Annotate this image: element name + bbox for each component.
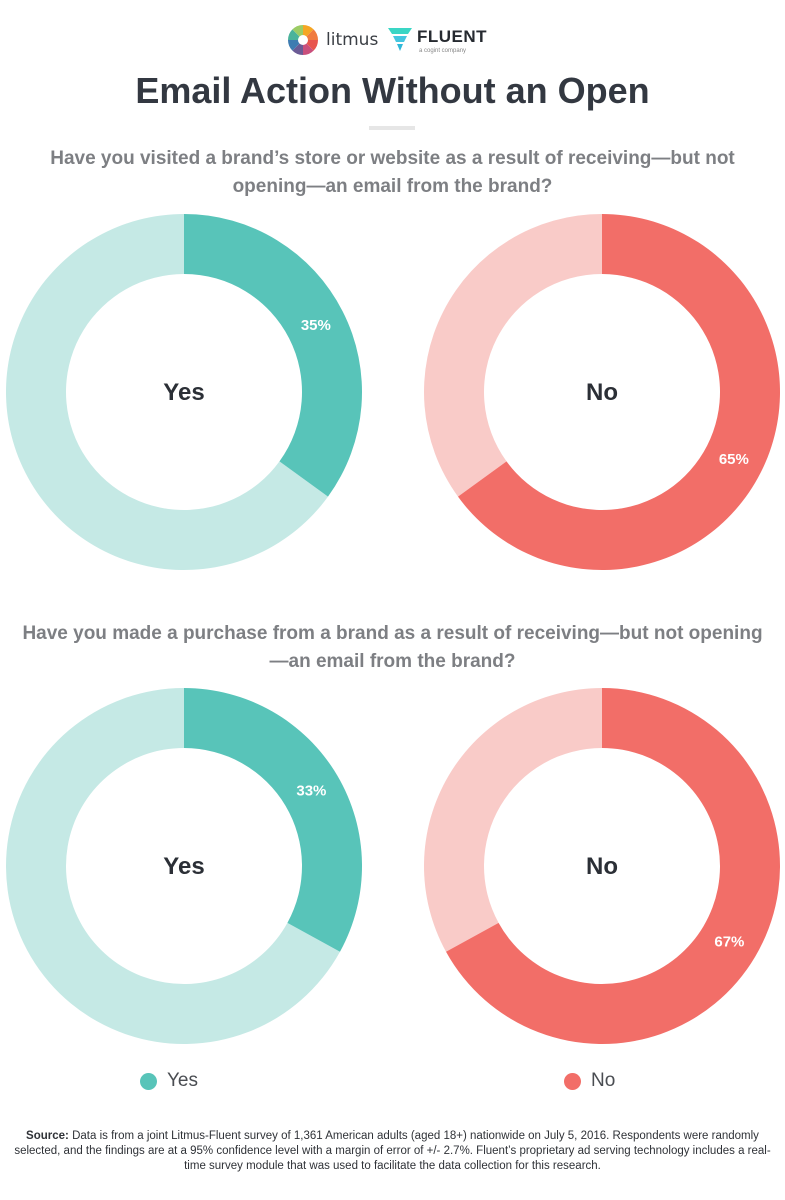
donut-slice-yes <box>184 214 362 497</box>
legend-yes-swatch <box>140 1072 157 1090</box>
center-label-no: No <box>586 853 618 880</box>
donut-chart-visit-no: 65% No <box>424 214 780 570</box>
legend-item-no: No <box>564 1068 615 1094</box>
header: litmus FLUENT a cogint company <box>0 18 785 62</box>
question-1: Have you visited a brand’s store or webs… <box>50 148 735 197</box>
donut-remainder-slice <box>424 214 602 497</box>
legend-yes-label: Yes <box>167 1070 198 1091</box>
fluent-tagline: a cogint company <box>419 48 467 54</box>
question-2: Have you made a purchase from a brand as… <box>22 623 763 672</box>
legend-no-label: No <box>591 1070 616 1091</box>
data-label-no: 67% <box>714 933 744 950</box>
fluent-chevron-icon <box>388 28 412 51</box>
donut-chart-visit-yes: 35% Yes <box>6 214 362 570</box>
center-label-yes: Yes <box>163 379 204 406</box>
donut-chart-purchase-no: 67% No <box>424 688 781 1044</box>
fluent-logo-text: FLUENT <box>417 27 488 46</box>
data-label-yes: 35% <box>301 317 331 334</box>
legend-no-swatch <box>564 1072 581 1090</box>
donut-remainder-slice <box>6 214 329 570</box>
litmus-logo-text: litmus <box>326 30 379 50</box>
donut-slice-no <box>457 214 780 570</box>
source-note: Source: Data is from a joint Litmus-Flue… <box>14 1129 771 1174</box>
source-label: Source: <box>26 1130 69 1142</box>
donut-slice-yes <box>184 688 362 952</box>
title-divider <box>369 126 415 130</box>
center-label-no: No <box>586 379 618 406</box>
data-label-no: 65% <box>719 451 749 468</box>
donut-chart-purchase-yes: 33% Yes <box>6 688 362 1044</box>
page-title: Email Action Without an Open <box>135 70 650 111</box>
litmus-wheel-icon <box>288 25 318 55</box>
donut-slice-no <box>446 688 781 1044</box>
litmus-logo: litmus <box>286 23 378 57</box>
data-label-yes: 33% <box>296 783 326 800</box>
donut-remainder-slice <box>424 688 602 952</box>
donut-remainder-slice <box>6 688 340 1044</box>
legend-item-yes: Yes <box>140 1068 198 1094</box>
center-label-yes: Yes <box>163 853 204 880</box>
source-text: Data is from a joint Litmus-Fluent surve… <box>14 1130 771 1172</box>
